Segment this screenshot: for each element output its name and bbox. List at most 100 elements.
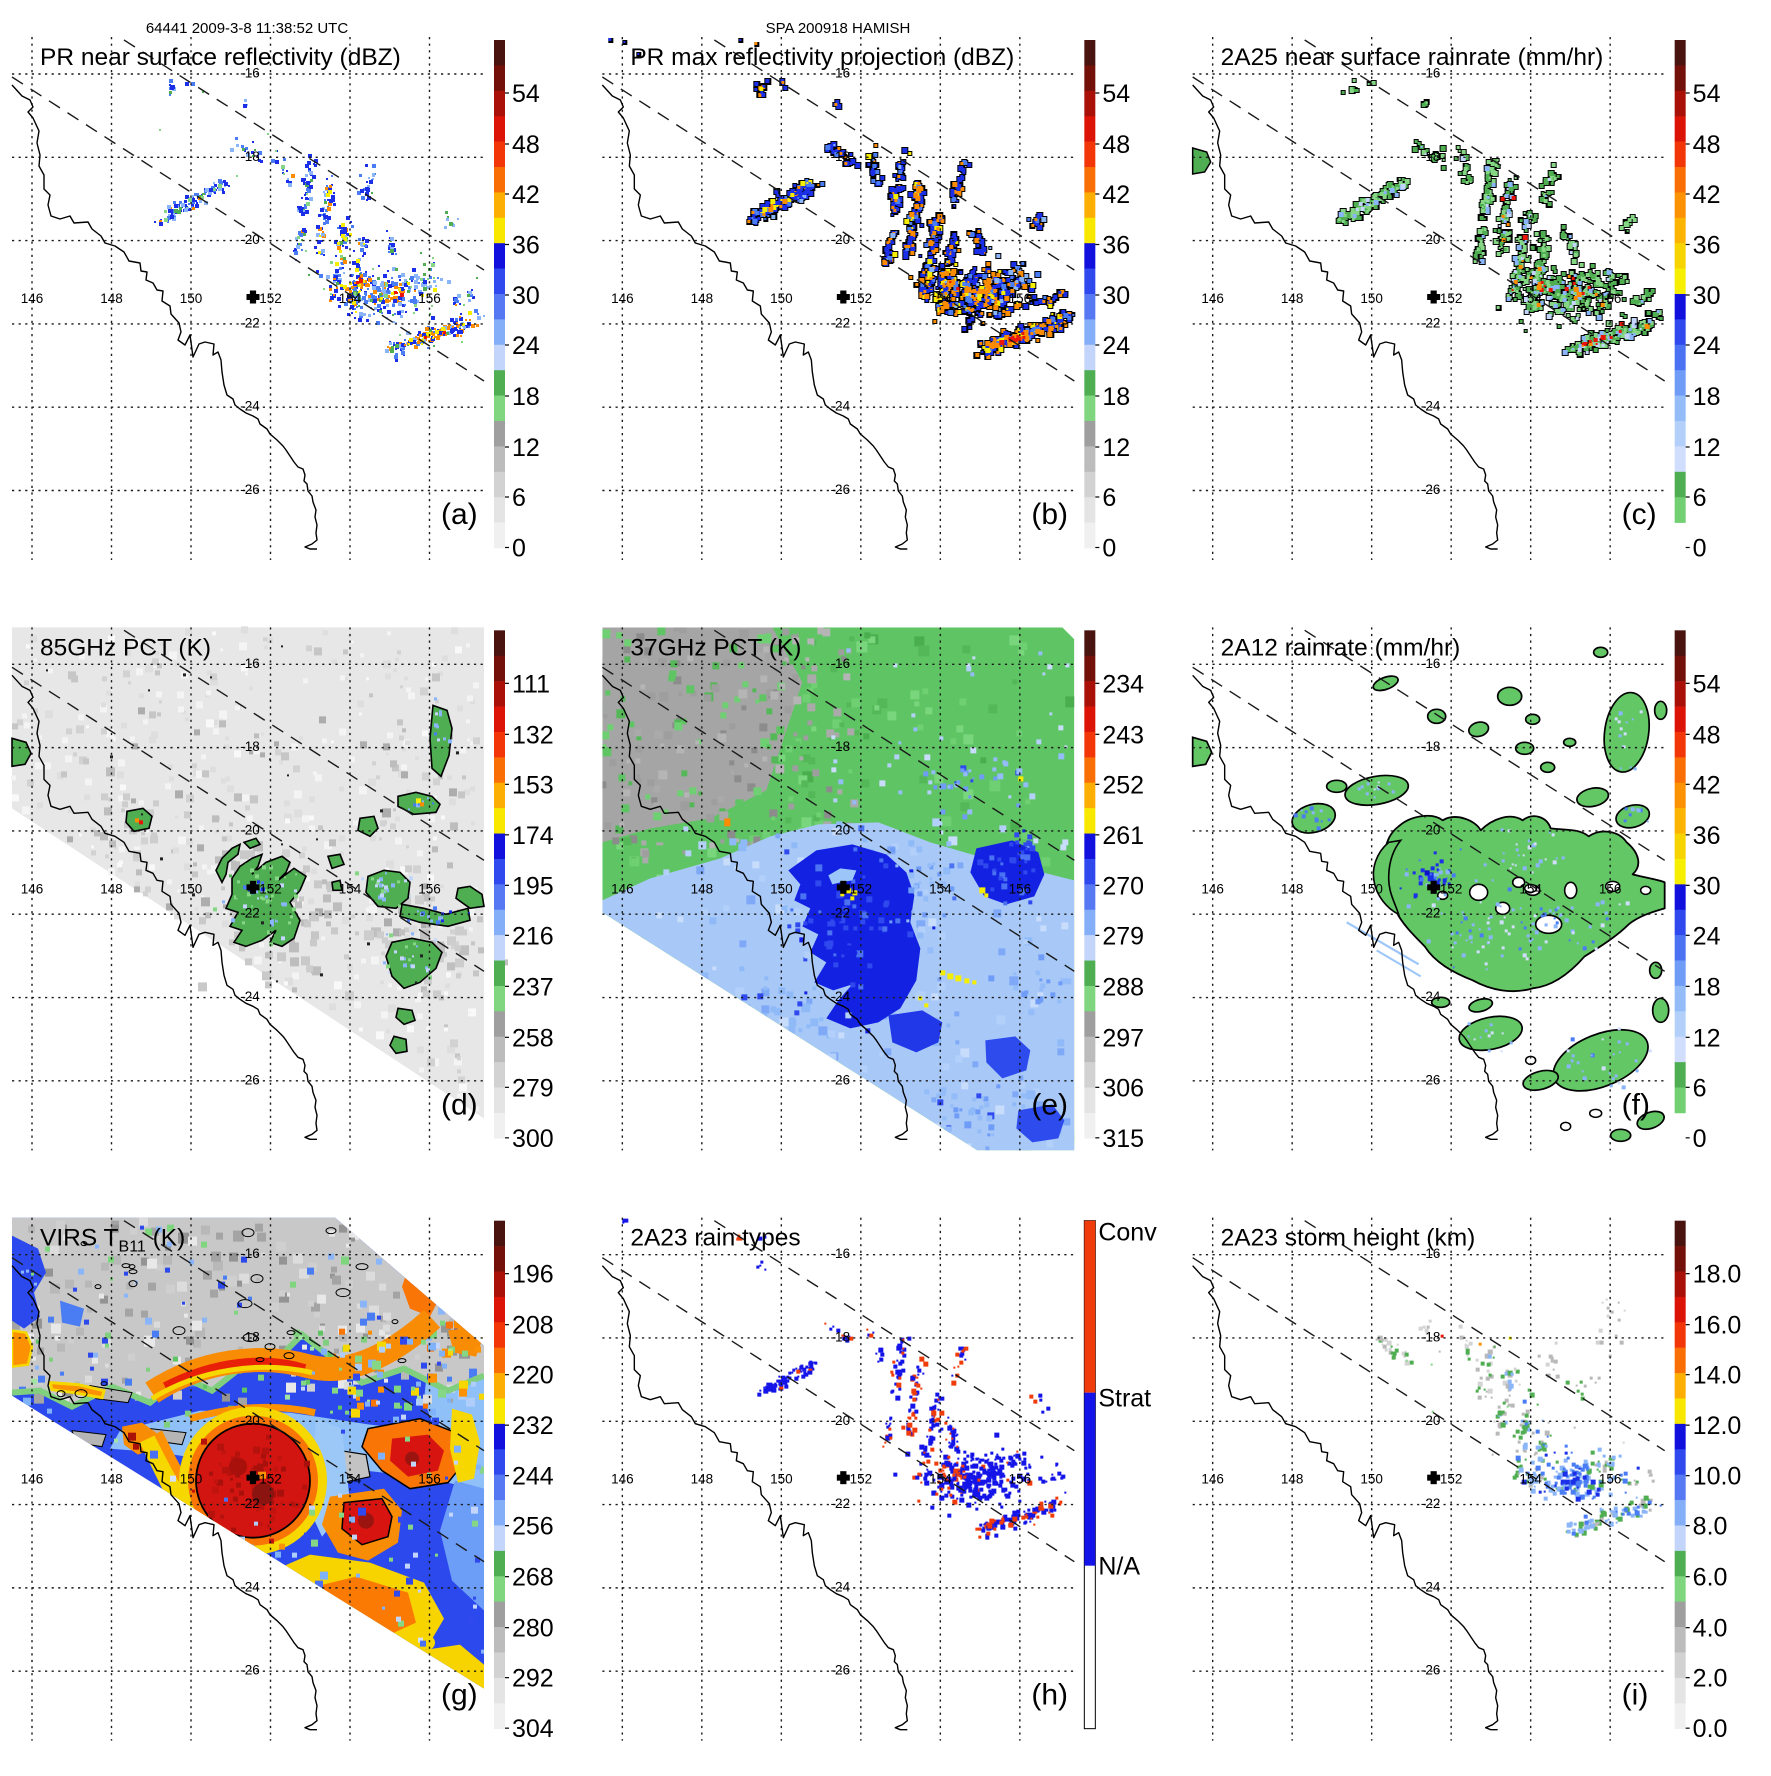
svg-text:12: 12 — [1102, 434, 1130, 462]
svg-text:280: 280 — [512, 1615, 554, 1643]
svg-text:304: 304 — [512, 1715, 554, 1743]
svg-text:18: 18 — [1693, 973, 1721, 1001]
svg-text:279: 279 — [1102, 922, 1144, 950]
svg-text:12: 12 — [1693, 1024, 1721, 1052]
svg-text:18: 18 — [1693, 383, 1721, 411]
svg-text:(g): (g) — [441, 1679, 478, 1712]
svg-text:261: 261 — [1102, 822, 1144, 850]
svg-text:8.0: 8.0 — [1693, 1513, 1728, 1541]
svg-text:297: 297 — [1102, 1024, 1144, 1052]
svg-text:292: 292 — [512, 1665, 554, 1693]
svg-text:2A12 rainrate (mm/hr): 2A12 rainrate (mm/hr) — [1221, 634, 1461, 661]
svg-text:270: 270 — [1102, 872, 1144, 900]
svg-text:2A23 storm height (km): 2A23 storm height (km) — [1221, 1225, 1476, 1252]
svg-text:216: 216 — [512, 922, 554, 950]
svg-text:54: 54 — [512, 80, 540, 108]
svg-text:PR near surface reflectivity (: PR near surface reflectivity (dBZ) — [40, 44, 401, 71]
svg-text:4.0: 4.0 — [1693, 1615, 1728, 1643]
svg-text:(b): (b) — [1031, 498, 1068, 531]
svg-text:30: 30 — [1693, 872, 1721, 900]
svg-text:6.0: 6.0 — [1693, 1564, 1728, 1592]
svg-text:42: 42 — [1693, 181, 1721, 209]
svg-text:36: 36 — [1102, 232, 1130, 260]
svg-text:48: 48 — [512, 131, 540, 159]
svg-text:2A25 near surface rainrate (mm: 2A25 near surface rainrate (mm/hr) — [1221, 44, 1604, 71]
svg-text:36: 36 — [1693, 232, 1721, 260]
svg-text:42: 42 — [512, 181, 540, 209]
svg-text:208: 208 — [512, 1312, 554, 1340]
svg-text:279: 279 — [512, 1074, 554, 1102]
svg-text:0: 0 — [1693, 535, 1707, 563]
svg-text:196: 196 — [512, 1261, 554, 1289]
svg-text:12.0: 12.0 — [1693, 1412, 1742, 1440]
svg-text:42: 42 — [1102, 181, 1130, 209]
svg-text:306: 306 — [1102, 1074, 1144, 1102]
svg-text:153: 153 — [512, 771, 554, 799]
svg-text:Conv: Conv — [1098, 1219, 1157, 1247]
svg-text:6: 6 — [1693, 1074, 1707, 1102]
svg-text:48: 48 — [1693, 721, 1721, 749]
svg-text:18: 18 — [1102, 383, 1130, 411]
svg-text:54: 54 — [1102, 80, 1130, 108]
svg-text:6: 6 — [1693, 484, 1707, 512]
svg-text:10.0: 10.0 — [1693, 1463, 1742, 1491]
svg-text:37GHz PCT (K): 37GHz PCT (K) — [630, 634, 801, 661]
svg-text:30: 30 — [512, 282, 540, 310]
svg-text:237: 237 — [512, 973, 554, 1001]
svg-text:232: 232 — [512, 1412, 554, 1440]
svg-text:12: 12 — [1693, 434, 1721, 462]
svg-text:14.0: 14.0 — [1693, 1362, 1742, 1390]
svg-text:0: 0 — [1693, 1125, 1707, 1153]
svg-text:6: 6 — [512, 484, 526, 512]
svg-text:252: 252 — [1102, 771, 1144, 799]
svg-text:30: 30 — [1693, 282, 1721, 310]
svg-text:6: 6 — [1102, 484, 1116, 512]
svg-text:2.0: 2.0 — [1693, 1665, 1728, 1693]
svg-text:(a): (a) — [441, 498, 478, 531]
svg-text:36: 36 — [512, 232, 540, 260]
svg-text:24: 24 — [512, 332, 540, 360]
svg-text:256: 256 — [512, 1513, 554, 1541]
svg-text:174: 174 — [512, 822, 554, 850]
svg-text:132: 132 — [512, 721, 554, 749]
svg-text:(i): (i) — [1622, 1679, 1649, 1712]
svg-text:16.0: 16.0 — [1693, 1312, 1742, 1340]
svg-text:288: 288 — [1102, 973, 1144, 1001]
svg-text:(d): (d) — [441, 1088, 478, 1121]
svg-text:54: 54 — [1693, 670, 1721, 698]
svg-text:2A23 rain types: 2A23 rain types — [630, 1225, 800, 1252]
svg-text:111: 111 — [512, 670, 550, 698]
svg-text:24: 24 — [1693, 332, 1721, 360]
svg-text:0: 0 — [512, 535, 526, 563]
svg-text:PR max reflectivity projection: PR max reflectivity projection (dBZ) — [630, 44, 1014, 71]
svg-text:220: 220 — [512, 1362, 554, 1390]
svg-text:64441 2009-3-8 11:38:52 UTC: 64441 2009-3-8 11:38:52 UTC — [146, 20, 349, 37]
svg-text:234: 234 — [1102, 670, 1144, 698]
svg-text:(h): (h) — [1031, 1679, 1068, 1712]
svg-text:(c): (c) — [1622, 498, 1657, 531]
svg-text:VIRS TB11 (K): VIRS TB11 (K) — [40, 1225, 185, 1256]
svg-text:SPA 200918 HAMISH: SPA 200918 HAMISH — [766, 20, 911, 37]
svg-text:315: 315 — [1102, 1125, 1144, 1153]
svg-text:18.0: 18.0 — [1693, 1261, 1742, 1289]
svg-text:42: 42 — [1693, 771, 1721, 799]
svg-text:30: 30 — [1102, 282, 1130, 310]
svg-text:243: 243 — [1102, 721, 1144, 749]
svg-text:24: 24 — [1693, 922, 1721, 950]
svg-text:N/A: N/A — [1098, 1553, 1140, 1581]
svg-text:195: 195 — [512, 872, 554, 900]
svg-text:48: 48 — [1102, 131, 1130, 159]
svg-text:24: 24 — [1102, 332, 1130, 360]
svg-text:0: 0 — [1102, 535, 1116, 563]
svg-text:300: 300 — [512, 1125, 554, 1153]
svg-text:268: 268 — [512, 1564, 554, 1592]
svg-text:(f): (f) — [1622, 1088, 1650, 1121]
svg-text:258: 258 — [512, 1024, 554, 1052]
svg-text:12: 12 — [512, 434, 540, 462]
svg-text:Strat: Strat — [1098, 1385, 1151, 1413]
svg-text:18: 18 — [512, 383, 540, 411]
svg-text:36: 36 — [1693, 822, 1721, 850]
svg-text:244: 244 — [512, 1463, 554, 1491]
svg-text:54: 54 — [1693, 80, 1721, 108]
svg-text:48: 48 — [1693, 131, 1721, 159]
